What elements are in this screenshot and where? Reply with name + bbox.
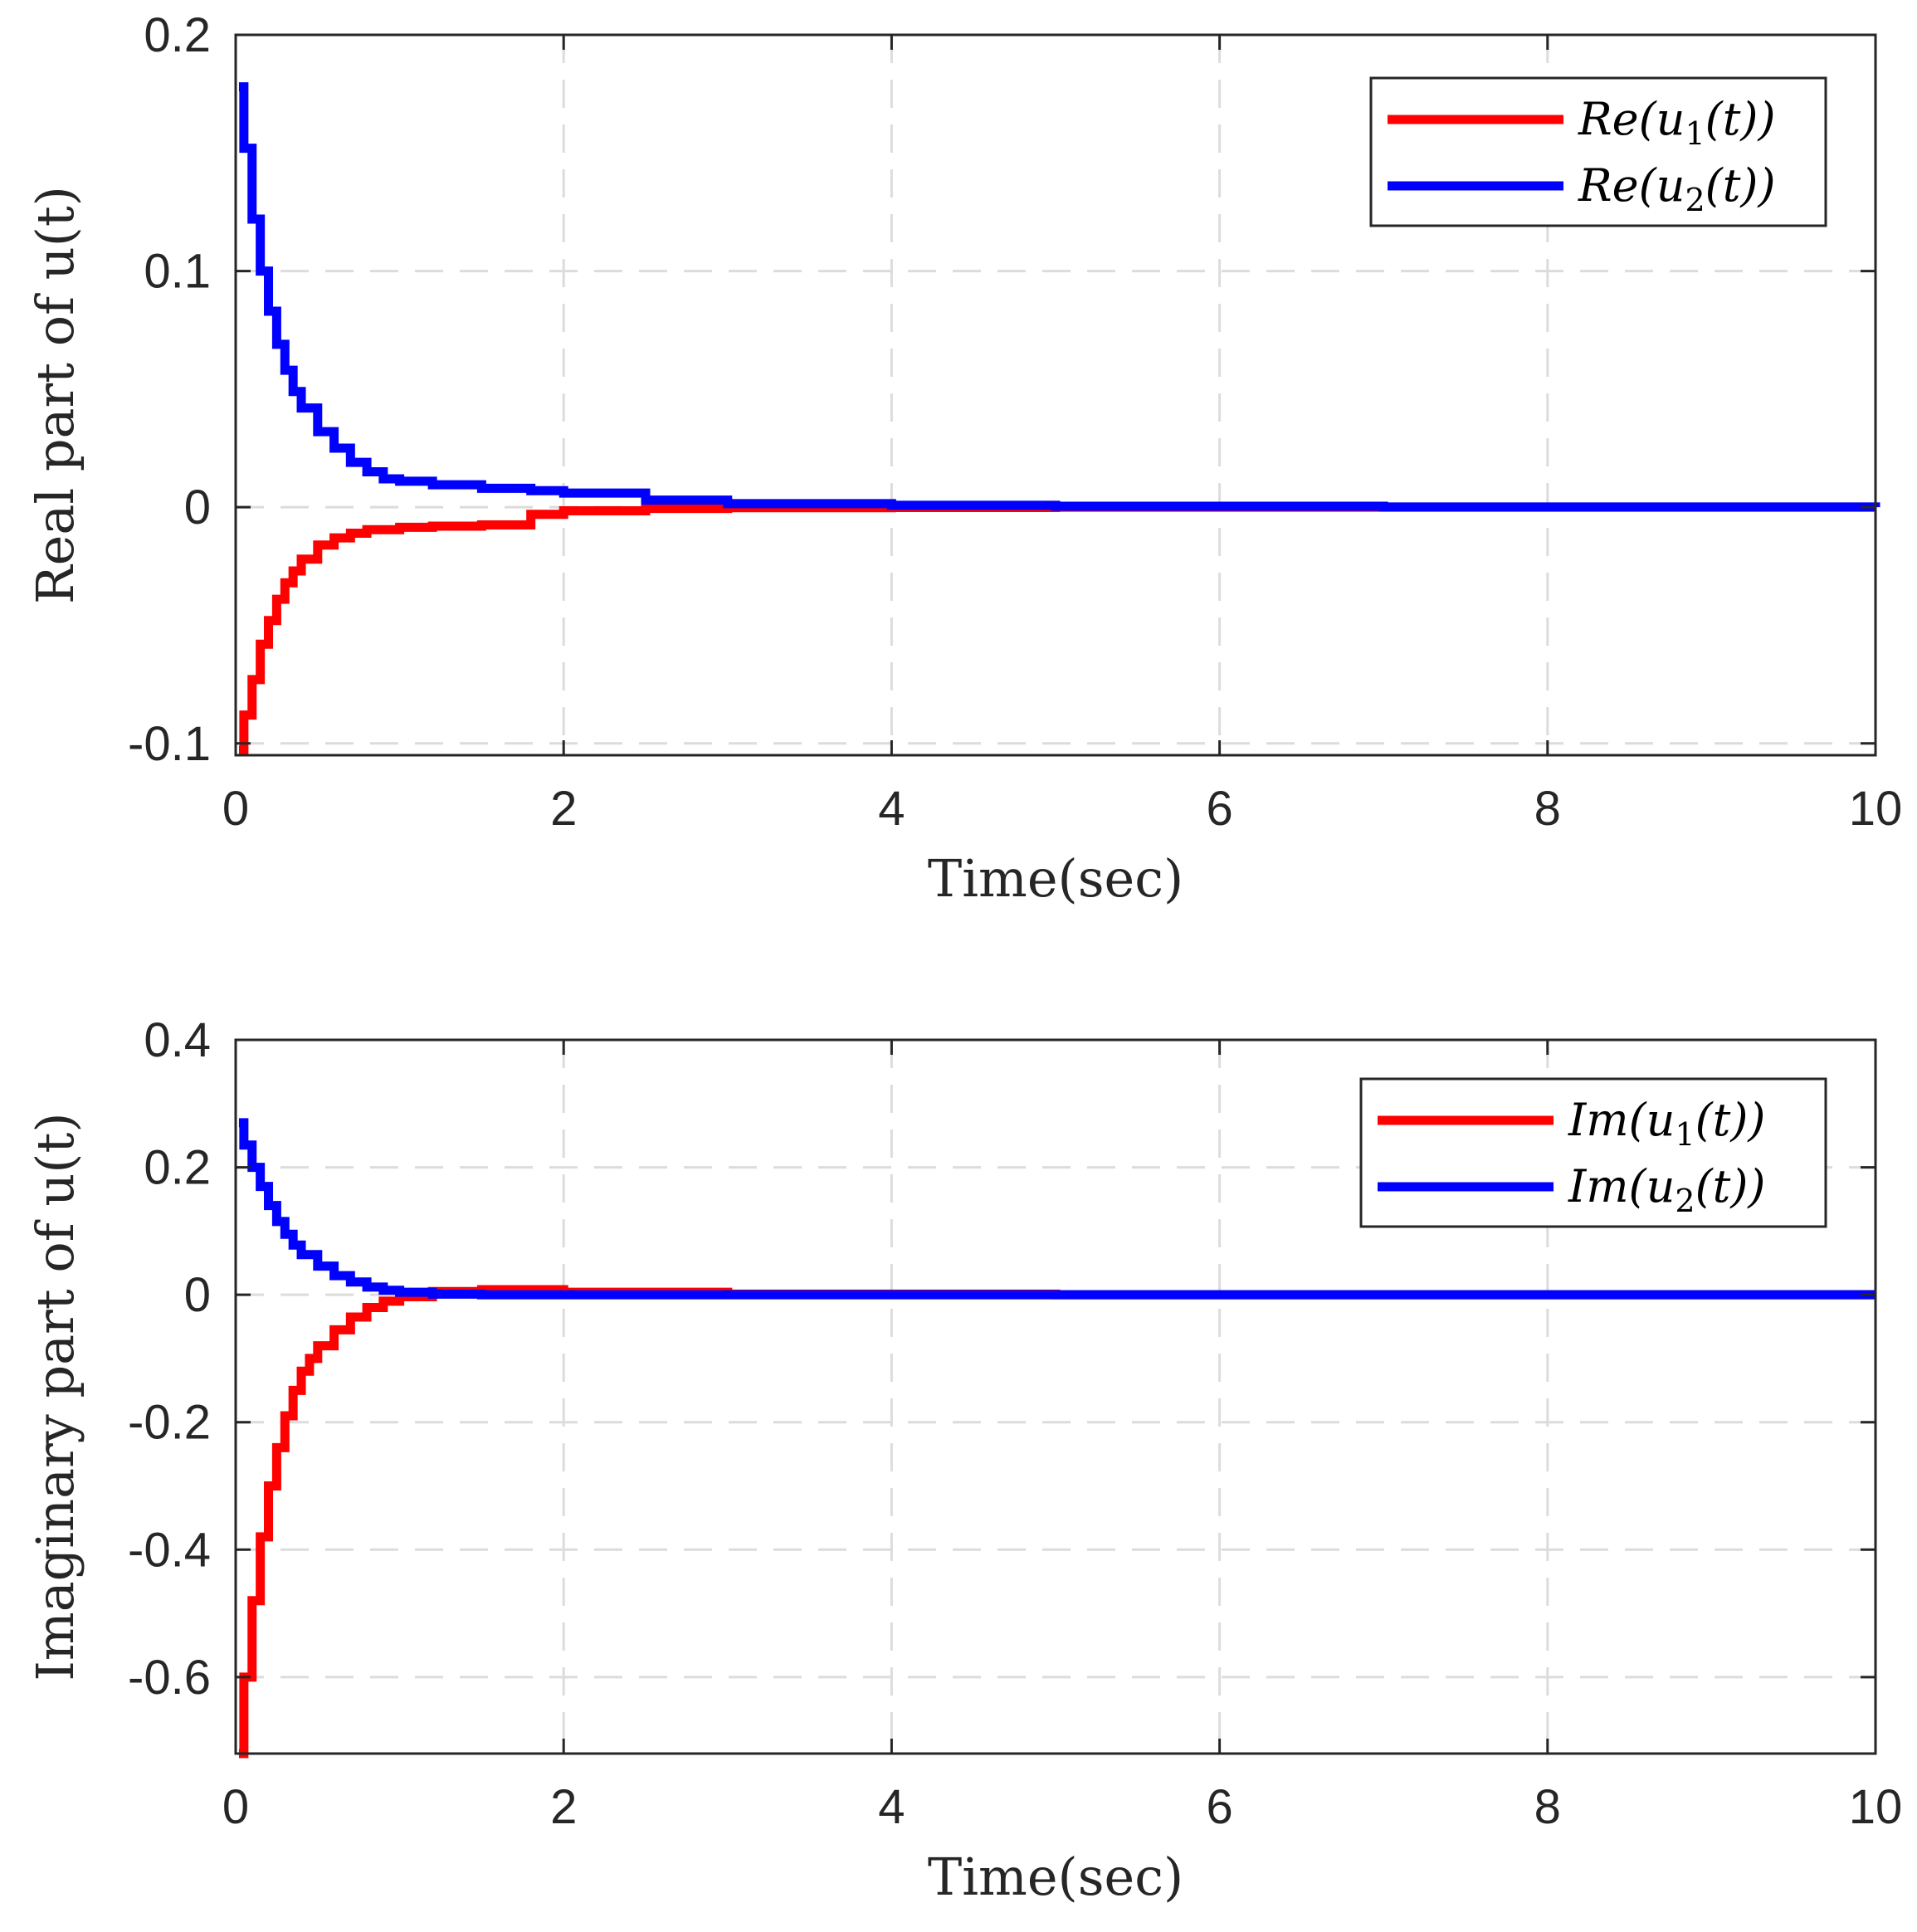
- legend-box: [1369, 76, 1827, 227]
- x-tick-label: 6: [1206, 1780, 1232, 1834]
- x-axis-title: Time(sec): [928, 1847, 1183, 1907]
- series-line-im-u1-t: [238, 1285, 1876, 1759]
- y-tick-label: -0.1: [128, 717, 211, 771]
- x-tick-label: 4: [878, 782, 905, 836]
- x-tick-label: 2: [550, 782, 577, 836]
- x-tick-label: 10: [1849, 1780, 1903, 1834]
- x-tick-label: 6: [1206, 782, 1232, 836]
- legend: Re(u1(t)) Re(u2(t)): [1369, 76, 1827, 227]
- legend-label-im-u2-t: Im(u2(t)): [1568, 1160, 1765, 1219]
- y-axis-title: Real part of u(t): [25, 186, 85, 604]
- chart-2: 0 2 4 6 8 10 -0.6 -0.4 -0.2 0 0.2 0.4 Time(sec) Imagi…: [25, 1013, 1902, 1907]
- axes-box: [234, 33, 1877, 757]
- legend-box: [1359, 1077, 1827, 1228]
- legend-label-im-u1-t: Im(u1(t)): [1568, 1094, 1765, 1153]
- y-tick-label: -0.4: [128, 1523, 211, 1577]
- x-tick-label: 8: [1534, 1780, 1561, 1834]
- x-tick-label: 2: [550, 1780, 577, 1834]
- y-tick-label: 0.1: [144, 245, 211, 299]
- series-line-re-u2-t: [238, 82, 1880, 512]
- y-tick-label: -0.2: [128, 1396, 211, 1450]
- y-tick-label: 0: [184, 481, 211, 534]
- legend-label-re-u2-t: Re(u2(t)): [1578, 159, 1776, 218]
- legend-label-re-u1-t: Re(u1(t)): [1578, 93, 1776, 152]
- y-tick-label: 0.4: [144, 1013, 211, 1067]
- y-tick-label: 0: [184, 1268, 211, 1322]
- y-axis-title: Imaginary part of u(t): [25, 1112, 85, 1681]
- y-tick-label: -0.6: [128, 1651, 211, 1705]
- x-tick-label: 8: [1534, 782, 1561, 836]
- x-tick-label: 0: [222, 782, 249, 836]
- series-line-im-u2-t: [238, 1118, 1876, 1300]
- x-tick-label: 4: [878, 1780, 905, 1834]
- x-axis-title: Time(sec): [928, 848, 1183, 909]
- y-tick-label: 0.2: [144, 8, 211, 62]
- x-tick-label: 0: [222, 1780, 249, 1834]
- y-tick-label: 0.2: [144, 1141, 211, 1195]
- x-tick-label: 10: [1849, 782, 1903, 836]
- axes-box: [234, 1038, 1877, 1755]
- legend: Im(u1(t)) Im(u2(t)): [1359, 1077, 1827, 1228]
- series-line-re-u1-t: [238, 502, 1876, 755]
